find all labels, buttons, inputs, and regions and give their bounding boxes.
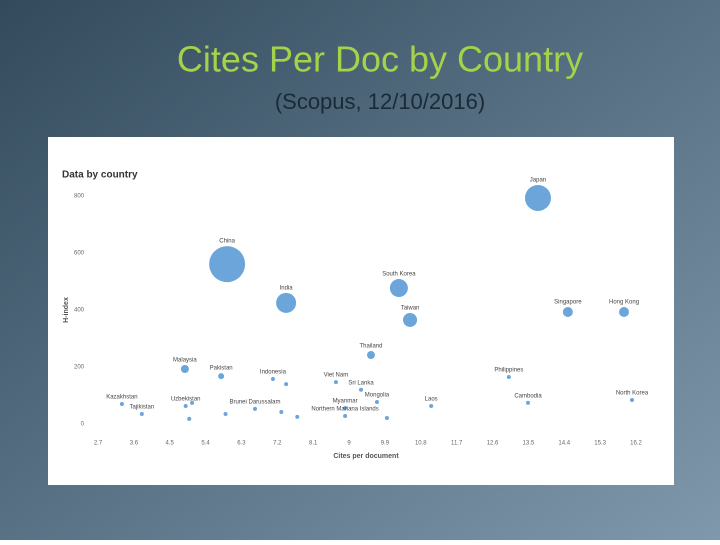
bubble — [359, 387, 364, 392]
point-label: Tajikistan — [129, 405, 154, 411]
x-tick-label: 4.5 — [166, 441, 175, 447]
chart-panel — [48, 137, 674, 485]
y-tick-label: 400 — [74, 308, 85, 314]
bubble — [276, 292, 297, 313]
point-label: Viet Nam — [324, 373, 349, 379]
bubble — [384, 416, 389, 421]
point-label: Japan — [530, 178, 546, 184]
point-label: Malaysia — [173, 358, 197, 364]
point-label: Uzbekistan — [171, 397, 201, 403]
y-axis-title: H-index — [63, 297, 70, 323]
point-label: Thailand — [359, 344, 382, 350]
x-tick-label: 10.8 — [415, 441, 427, 447]
bubble — [506, 374, 511, 379]
x-tick-label: 12.6 — [487, 441, 499, 447]
x-tick-label: 8.1 — [309, 441, 318, 447]
point-label: Northern Mariana Islands — [311, 407, 378, 413]
bubble — [295, 414, 300, 419]
point-label: India — [280, 285, 294, 291]
bubble — [374, 400, 379, 405]
x-tick-label: 9 — [347, 441, 351, 447]
point-label: Kazakhstan — [106, 395, 137, 401]
bubble — [403, 312, 418, 327]
point-label: Myanmar — [333, 399, 358, 405]
point-label: Singapore — [554, 300, 582, 306]
chart-title: Data by country — [62, 170, 138, 181]
x-tick-label: 6.3 — [237, 441, 246, 447]
bubble — [284, 382, 289, 387]
y-tick-label: 0 — [81, 422, 85, 428]
point-label: Mongolia — [365, 393, 390, 399]
bubble — [270, 376, 275, 381]
bubble — [526, 400, 531, 405]
x-tick-label: 5.4 — [201, 441, 210, 447]
x-tick-label: 14.4 — [558, 441, 570, 447]
x-tick-label: 7.2 — [273, 441, 282, 447]
bubble — [139, 412, 144, 417]
point-label: Taiwan — [401, 306, 420, 312]
x-tick-label: 11.7 — [451, 441, 463, 447]
x-tick-label: 9.9 — [381, 441, 390, 447]
bubble — [180, 364, 189, 373]
point-label: Cambodia — [514, 393, 542, 399]
y-tick-label: 600 — [74, 251, 85, 257]
point-label: Philippines — [494, 368, 523, 374]
x-tick-label: 15.3 — [594, 441, 606, 447]
y-tick-label: 200 — [74, 365, 85, 371]
slide-title: Cites Per Doc by Country — [177, 39, 583, 80]
point-label: Sri Lanka — [348, 380, 374, 386]
bubble — [524, 184, 551, 211]
point-label: South Korea — [382, 272, 416, 278]
x-tick-label: 2.7 — [94, 441, 103, 447]
bubble — [279, 410, 284, 415]
x-tick-label: 13.5 — [523, 441, 535, 447]
x-tick-label: 16.2 — [630, 441, 642, 447]
bubble — [429, 404, 434, 409]
bubble — [562, 306, 573, 317]
bubble — [183, 404, 188, 409]
bubble — [630, 398, 635, 403]
bubble — [187, 416, 192, 421]
point-label: Pakistan — [210, 366, 233, 372]
bubble — [223, 412, 228, 417]
point-label: China — [219, 239, 235, 245]
bubble — [343, 406, 348, 411]
bubble — [366, 351, 375, 360]
y-tick-label: 800 — [74, 194, 85, 200]
bubble — [218, 373, 225, 380]
bubble — [343, 414, 348, 419]
x-axis-title: Cites per document — [333, 453, 399, 460]
bubble — [190, 400, 195, 405]
point-label: Brunei Darussalam — [230, 399, 281, 405]
bubble — [333, 380, 338, 385]
bubble — [619, 306, 630, 317]
bubble — [209, 246, 246, 283]
point-label: Indonesia — [260, 370, 287, 376]
x-tick-label: 3.6 — [130, 441, 139, 447]
slide-subtitle: (Scopus, 12/10/2016) — [275, 89, 485, 114]
bubble — [253, 406, 258, 411]
bubble — [389, 279, 408, 298]
bubble — [119, 402, 124, 407]
point-label: North Korea — [616, 391, 649, 397]
point-label: Laos — [425, 397, 438, 403]
point-label: Hong Kong — [609, 300, 639, 306]
